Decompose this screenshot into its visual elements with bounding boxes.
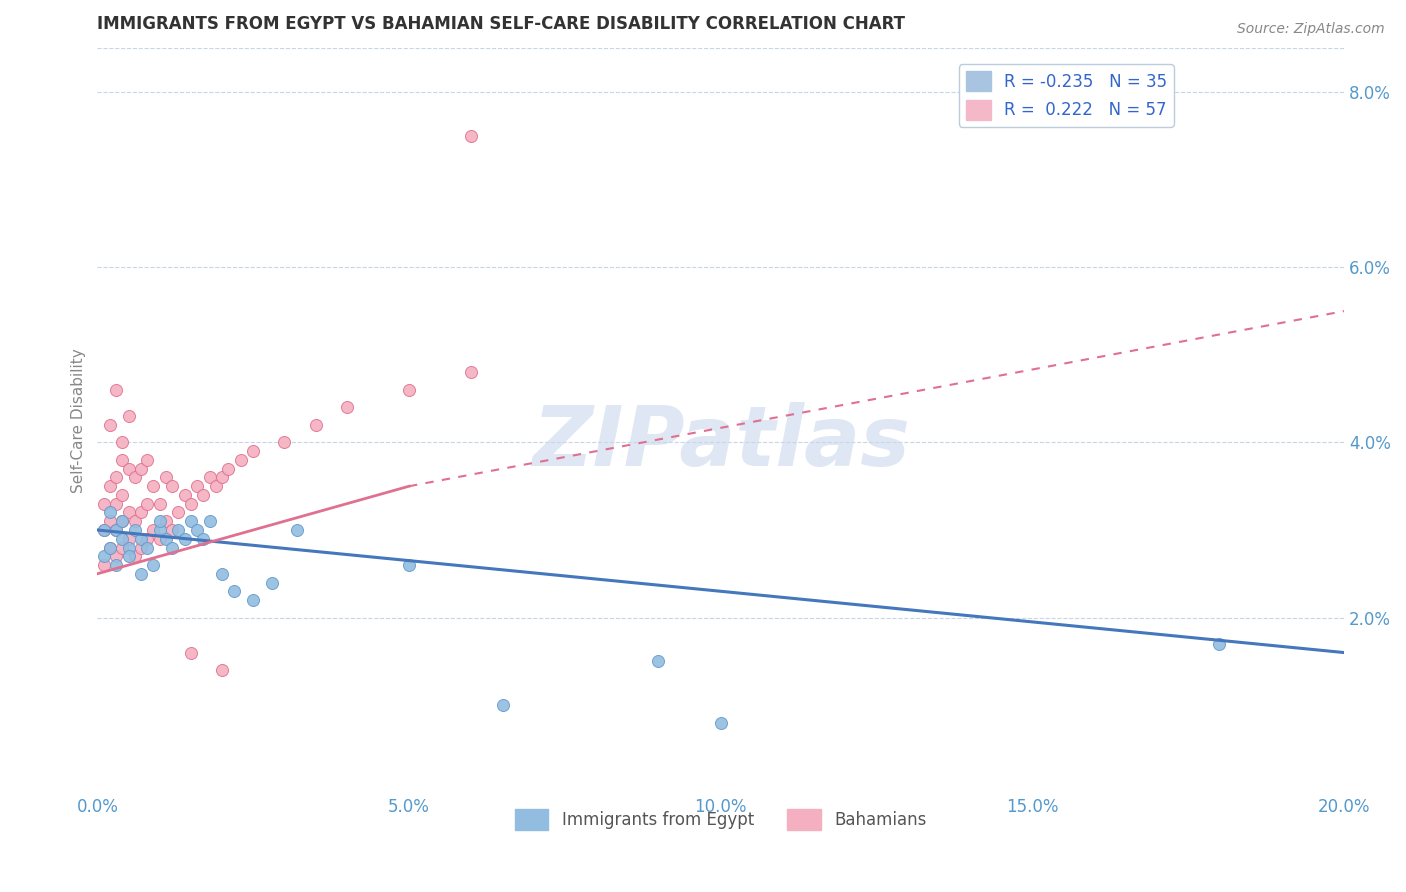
Point [105, 383, 128, 397]
Point [124, 549, 146, 564]
Point [242, 593, 264, 607]
Point [93, 523, 115, 537]
Point [117, 541, 139, 555]
Point [136, 453, 159, 467]
Point [173, 532, 195, 546]
Y-axis label: Self-Care Disability: Self-Care Disability [72, 348, 86, 493]
Point [124, 470, 146, 484]
Point [160, 523, 183, 537]
Point [211, 470, 233, 484]
Point [710, 715, 733, 730]
Point [129, 541, 152, 555]
Point [98, 506, 121, 520]
Point [105, 558, 128, 572]
Point [105, 549, 128, 564]
Point [111, 453, 134, 467]
Point [336, 401, 359, 415]
Point [129, 532, 152, 546]
Point [193, 488, 215, 502]
Point [117, 461, 139, 475]
Point [198, 514, 221, 528]
Point [93, 549, 115, 564]
Point [167, 506, 190, 520]
Point [193, 532, 215, 546]
Point [105, 470, 128, 484]
Point [167, 523, 190, 537]
Point [398, 383, 420, 397]
Point [105, 497, 128, 511]
Point [142, 479, 165, 493]
Point [398, 558, 420, 572]
Point [117, 532, 139, 546]
Point [136, 497, 159, 511]
Point [273, 435, 295, 450]
Point [111, 488, 134, 502]
Point [105, 523, 128, 537]
Point [117, 506, 139, 520]
Point [460, 365, 482, 379]
Point [98, 514, 121, 528]
Point [105, 523, 128, 537]
Point [204, 479, 226, 493]
Point [460, 128, 482, 143]
Point [180, 646, 202, 660]
Point [149, 514, 172, 528]
Point [117, 409, 139, 424]
Point [211, 566, 233, 581]
Point [491, 698, 513, 712]
Point [129, 506, 152, 520]
Point [647, 654, 669, 668]
Point [149, 523, 172, 537]
Point [149, 497, 172, 511]
Point [149, 532, 172, 546]
Point [111, 514, 134, 528]
Point [224, 584, 246, 599]
Point [242, 444, 264, 458]
Point [93, 523, 115, 537]
Point [186, 479, 208, 493]
Point [136, 541, 159, 555]
Point [111, 532, 134, 546]
Point [155, 514, 177, 528]
Point [160, 541, 183, 555]
Point [211, 663, 233, 677]
Point [260, 575, 283, 590]
Legend: Immigrants from Egypt, Bahamians: Immigrants from Egypt, Bahamians [509, 803, 934, 837]
Point [173, 488, 195, 502]
Point [111, 514, 134, 528]
Point [111, 435, 134, 450]
Text: IMMIGRANTS FROM EGYPT VS BAHAMIAN SELF-CARE DISABILITY CORRELATION CHART: IMMIGRANTS FROM EGYPT VS BAHAMIAN SELF-C… [97, 15, 905, 33]
Point [93, 497, 115, 511]
Point [142, 523, 165, 537]
Point [98, 541, 121, 555]
Point [124, 514, 146, 528]
Point [186, 523, 208, 537]
Point [155, 532, 177, 546]
Point [124, 523, 146, 537]
Point [129, 566, 152, 581]
Point [155, 470, 177, 484]
Point [93, 558, 115, 572]
Point [142, 558, 165, 572]
Point [1208, 637, 1230, 651]
Point [98, 417, 121, 432]
Text: ZIPatlas: ZIPatlas [531, 402, 910, 483]
Point [304, 417, 326, 432]
Point [136, 532, 159, 546]
Text: Source: ZipAtlas.com: Source: ZipAtlas.com [1237, 22, 1385, 37]
Point [285, 523, 308, 537]
Point [217, 461, 239, 475]
Point [229, 453, 252, 467]
Point [98, 541, 121, 555]
Point [180, 514, 202, 528]
Point [111, 541, 134, 555]
Point [117, 549, 139, 564]
Point [198, 470, 221, 484]
Point [160, 479, 183, 493]
Point [180, 497, 202, 511]
Point [129, 461, 152, 475]
Point [98, 479, 121, 493]
